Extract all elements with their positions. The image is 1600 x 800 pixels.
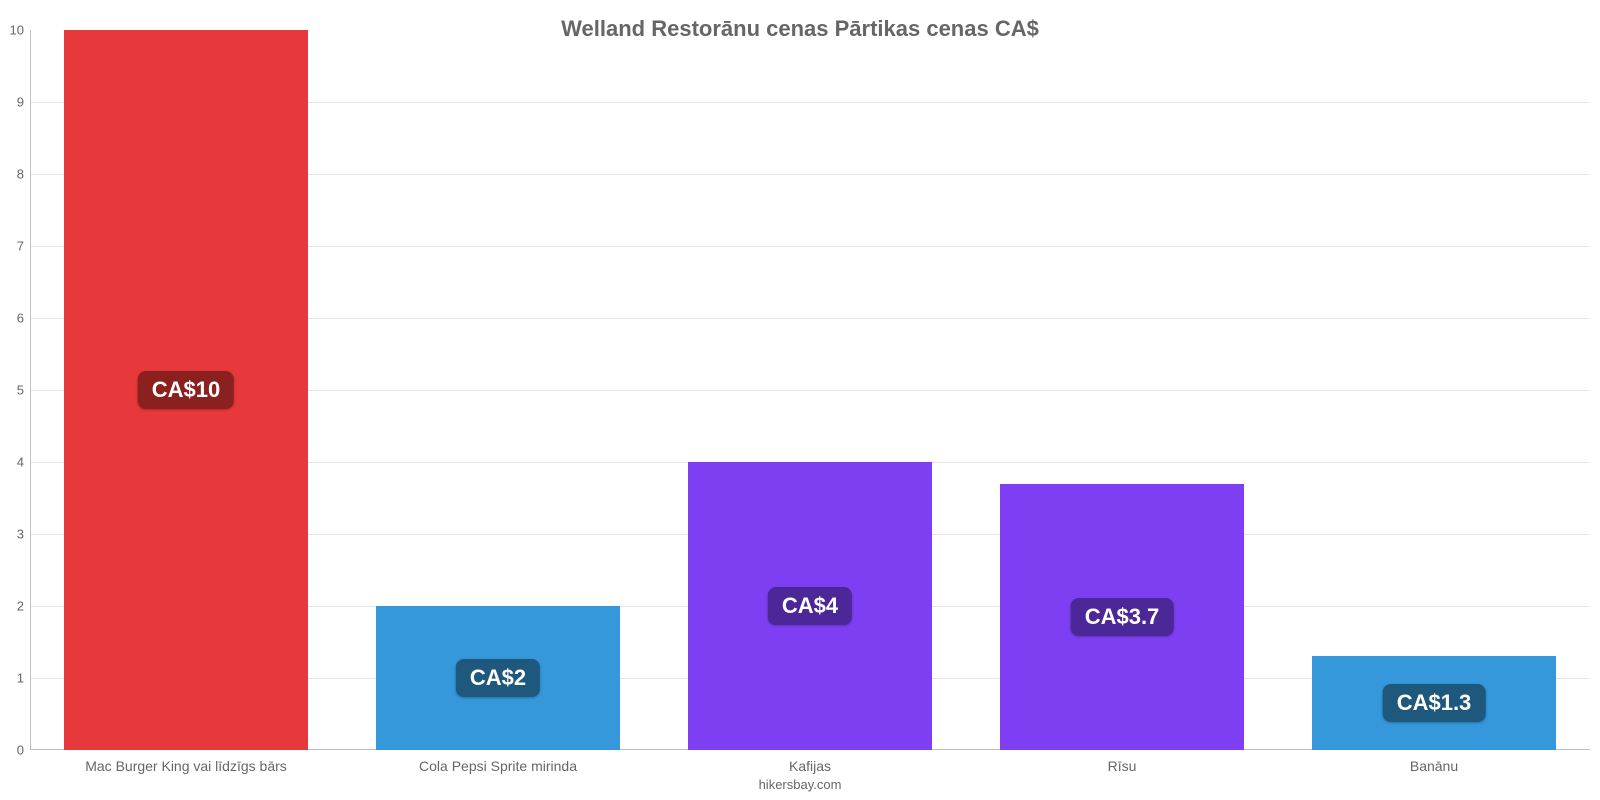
price-bar-chart: Welland Restorānu cenas Pārtikas cenas C… [0, 0, 1600, 800]
y-tick-label: 5 [17, 383, 24, 398]
y-tick-label: 0 [17, 743, 24, 758]
y-tick-label: 6 [17, 311, 24, 326]
y-tick-label: 1 [17, 671, 24, 686]
bar-value-label: CA$3.7 [1071, 598, 1174, 636]
y-tick-label: 9 [17, 95, 24, 110]
bar-value-label: CA$4 [768, 587, 852, 625]
y-axis-line [30, 30, 31, 750]
bar-value-label: CA$1.3 [1383, 684, 1486, 722]
chart-footer: hikersbay.com [0, 777, 1600, 792]
x-tick-label: Banānu [1410, 758, 1458, 774]
x-tick-label: Rīsu [1108, 758, 1137, 774]
y-tick-label: 3 [17, 527, 24, 542]
x-tick-label: Mac Burger King vai līdzīgs bārs [85, 758, 287, 774]
y-tick-label: 2 [17, 599, 24, 614]
bar-value-label: CA$10 [138, 371, 234, 409]
y-tick-label: 10 [10, 23, 24, 38]
plot-area: CA$10CA$2CA$4CA$3.7CA$1.3 Mac Burger Kin… [30, 30, 1590, 750]
y-tick-label: 4 [17, 455, 24, 470]
y-tick-label: 7 [17, 239, 24, 254]
x-tick-label: Kafijas [789, 758, 831, 774]
x-tick-label: Cola Pepsi Sprite mirinda [419, 758, 577, 774]
y-tick-label: 8 [17, 167, 24, 182]
bar-value-label: CA$2 [456, 659, 540, 697]
